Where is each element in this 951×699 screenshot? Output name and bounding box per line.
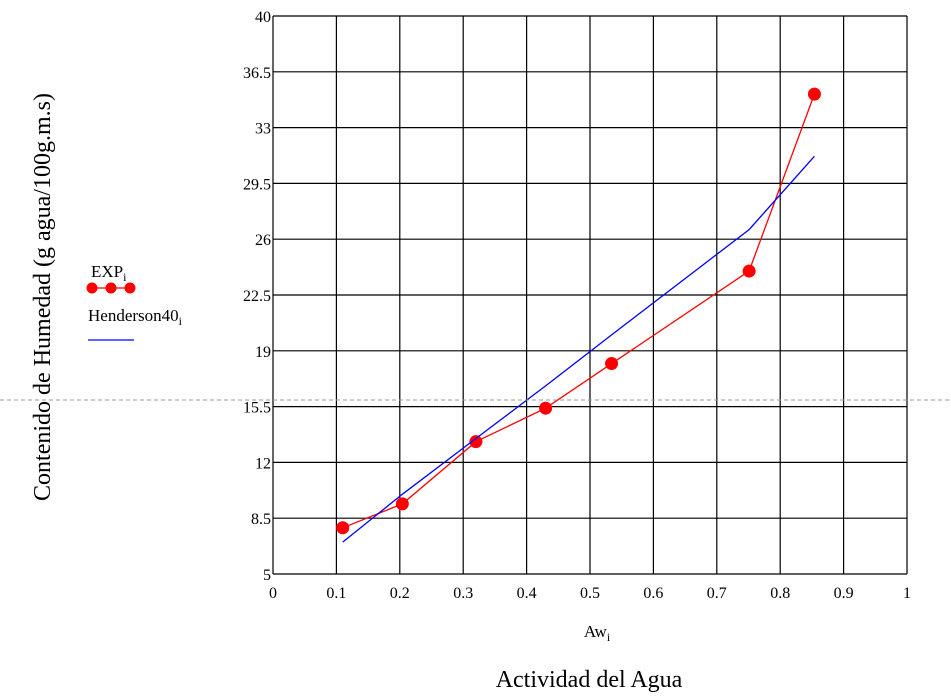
x-tick-label: 0.2: [390, 585, 410, 602]
legend-label-exp: EXPi: [91, 262, 127, 284]
x-tick-label: 1: [903, 585, 911, 602]
data-point-exp: [605, 357, 619, 371]
y-axis-label: Contenido de Humedad (g agua/100g.m.s): [30, 93, 56, 501]
x-tick-label: 0: [269, 585, 277, 602]
legend-label-exp-subscript: i: [123, 270, 127, 284]
y-tick-label: 22.5: [243, 288, 271, 305]
x-axis-label-subscript: i: [607, 630, 611, 644]
y-tick-label: 15.5: [243, 400, 271, 417]
x-tick-label: 0.1: [326, 585, 346, 602]
x-tick-label: 0.3: [453, 585, 473, 602]
data-point-exp: [539, 401, 553, 415]
y-tick-label: 8.5: [251, 511, 271, 528]
x-axis-title: Actividad del Agua: [496, 667, 683, 693]
y-tick-label: 26: [255, 232, 271, 249]
legend-swatch-exp-marker: [124, 282, 136, 294]
x-tick-label: 0.8: [770, 585, 790, 602]
x-axis-label: Awi: [584, 622, 611, 644]
x-tick-label: 0.5: [580, 585, 600, 602]
data-point-exp: [469, 435, 483, 449]
x-tick-label: 0.7: [707, 585, 727, 602]
y-tick-label: 19: [255, 344, 271, 361]
series-layer: [336, 87, 821, 543]
data-point-exp: [395, 497, 409, 511]
y-tick-label: 12: [255, 455, 271, 472]
data-point-exp: [336, 521, 350, 535]
y-tick-label: 40: [255, 9, 271, 26]
x-tick-label: 0.9: [834, 585, 854, 602]
y-tick-label: 5: [263, 567, 271, 584]
x-tick-labels: 0 0.1 0.2 0.3 0.4 0.5 0.6 0.7 0.8 0.9 1: [269, 585, 911, 602]
x-tick-label: 0.4: [517, 585, 537, 602]
y-tick-label: 29.5: [243, 176, 271, 193]
y-tick-labels: 5 8.5 12 15.5 19 22.5 26 29.5 33 36.5 40: [243, 9, 271, 584]
y-tick-label: 36.5: [243, 65, 271, 82]
legend-label-henderson-subscript: i: [179, 314, 183, 328]
legend: EXPi Henderson40i: [86, 262, 183, 341]
series-line-henderson40: [342, 155, 815, 543]
grid-lines: [272, 15, 908, 575]
data-point-exp: [742, 264, 756, 278]
x-tick-label: 0.6: [643, 585, 663, 602]
y-tick-label: 33: [255, 121, 271, 138]
legend-swatch-exp-marker: [86, 282, 98, 294]
legend-label-henderson: Henderson40i: [88, 306, 183, 328]
legend-swatch-exp-marker: [105, 282, 117, 294]
data-point-exp: [807, 87, 821, 101]
